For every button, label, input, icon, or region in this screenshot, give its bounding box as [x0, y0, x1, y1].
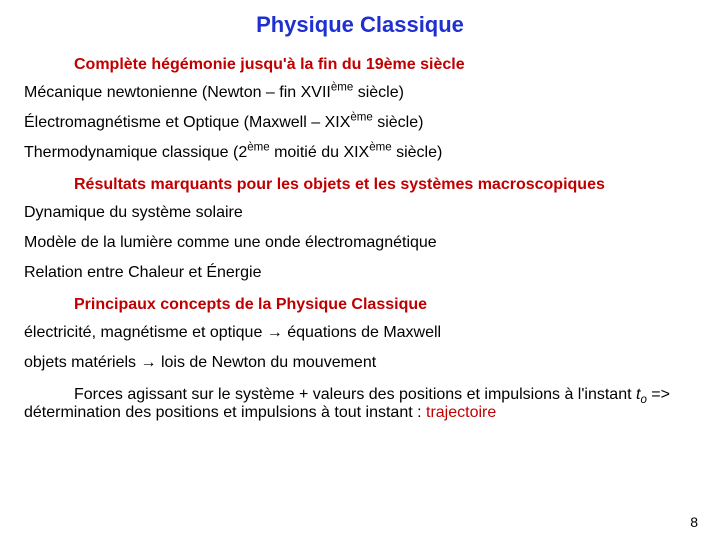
section-3-header: Principaux concepts de la Physique Class… [74, 296, 696, 314]
section-1-header: Complète hégémonie jusqu'à la fin du 19è… [74, 56, 696, 74]
footer-paragraph: Forces agissant sur le système + valeurs… [24, 386, 696, 422]
section-2-header: Résultats marquants pour les objets et l… [74, 176, 696, 194]
section-1-item-1: Mécanique newtonienne (Newton – fin XVII… [24, 84, 696, 102]
section-3-item-2: objets matériels → lois de Newton du mou… [24, 354, 696, 372]
section-1: Complète hégémonie jusqu'à la fin du 19è… [24, 56, 696, 162]
section-1-item-3: Thermodynamique classique (2ème moitié d… [24, 144, 696, 162]
section-3: Principaux concepts de la Physique Class… [24, 296, 696, 372]
section-2-item-2: Modèle de la lumière comme une onde élec… [24, 234, 696, 252]
slide-title: Physique Classique [24, 12, 696, 38]
section-2-item-3: Relation entre Chaleur et Énergie [24, 264, 696, 282]
section-3-item-1: électricité, magnétisme et optique → équ… [24, 324, 696, 342]
section-2-item-1: Dynamique du système solaire [24, 204, 696, 222]
section-1-item-2: Électromagnétisme et Optique (Maxwell – … [24, 114, 696, 132]
section-2: Résultats marquants pour les objets et l… [24, 176, 696, 282]
page-number: 8 [690, 514, 698, 530]
